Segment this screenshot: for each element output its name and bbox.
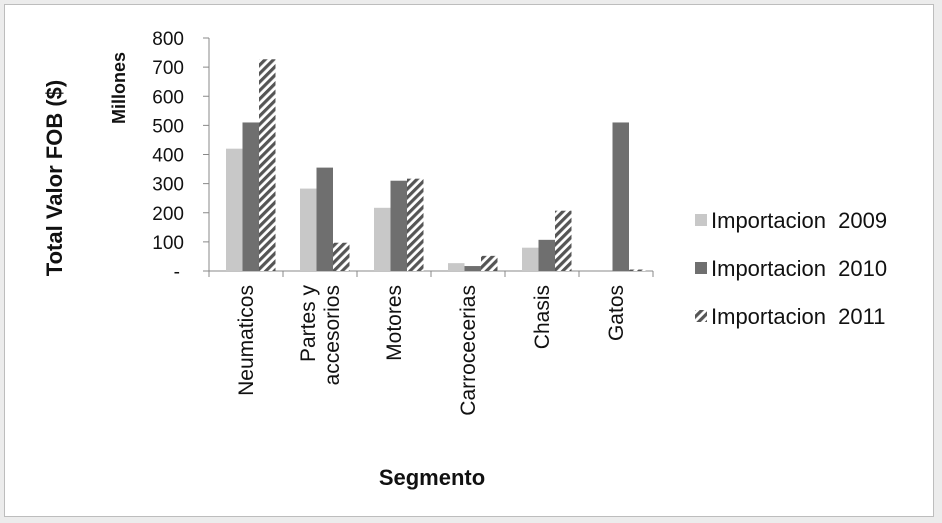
y-axis-unit-label: Millones bbox=[109, 52, 129, 124]
y-tick-label: 700 bbox=[152, 58, 184, 79]
legend-swatch bbox=[695, 214, 707, 226]
y-axis-title: Total Valor FOB ($) bbox=[42, 80, 67, 276]
legend-label: Importacion 2010 bbox=[711, 256, 887, 281]
bar bbox=[259, 59, 276, 272]
bar bbox=[555, 210, 572, 271]
legend-swatch bbox=[695, 262, 707, 274]
category-label-line: Motores bbox=[383, 285, 406, 361]
category-label-line: Carrocecerias bbox=[457, 285, 480, 416]
bar bbox=[464, 266, 481, 271]
bar bbox=[316, 167, 333, 271]
bar bbox=[242, 122, 259, 272]
category-label-line: Chasis bbox=[531, 285, 554, 349]
y-tick-label: 600 bbox=[152, 87, 184, 108]
category-label-line: Neumaticos bbox=[235, 285, 258, 396]
bar bbox=[629, 269, 646, 271]
bar bbox=[407, 178, 424, 271]
bar bbox=[481, 255, 498, 271]
y-tick-label: 100 bbox=[152, 233, 184, 254]
chart-frame bbox=[4, 4, 934, 517]
bar bbox=[448, 263, 465, 271]
y-tick-label: 200 bbox=[152, 204, 184, 225]
y-tick-label: 300 bbox=[152, 175, 184, 196]
legend-label: Importacion 2011 bbox=[711, 304, 885, 329]
category-label: Gatos bbox=[605, 285, 628, 341]
bar bbox=[374, 207, 391, 271]
bar bbox=[226, 148, 243, 271]
legend-label: Importacion 2009 bbox=[711, 208, 887, 233]
category-label: Partes yaccesorios bbox=[297, 285, 344, 386]
bar bbox=[300, 188, 317, 271]
category-label-line: Partes y bbox=[297, 285, 320, 363]
y-tick-label: - bbox=[174, 262, 180, 283]
y-tick-label: 400 bbox=[152, 146, 184, 167]
category-label: Chasis bbox=[531, 285, 554, 349]
bar bbox=[390, 180, 407, 271]
category-label: Carrocecerias bbox=[457, 285, 480, 416]
legend-swatch bbox=[695, 310, 707, 322]
category-label: Motores bbox=[383, 285, 406, 361]
bar bbox=[522, 247, 539, 271]
bar bbox=[538, 239, 555, 271]
y-tick-label: 800 bbox=[152, 29, 184, 50]
category-label-line: Gatos bbox=[605, 285, 628, 341]
category-label: Neumaticos bbox=[235, 285, 258, 396]
bar bbox=[333, 242, 350, 271]
bar bbox=[612, 122, 629, 272]
x-axis-title: Segmento bbox=[379, 465, 485, 490]
category-label-line: accesorios bbox=[321, 285, 344, 385]
y-tick-label: 500 bbox=[152, 116, 184, 137]
